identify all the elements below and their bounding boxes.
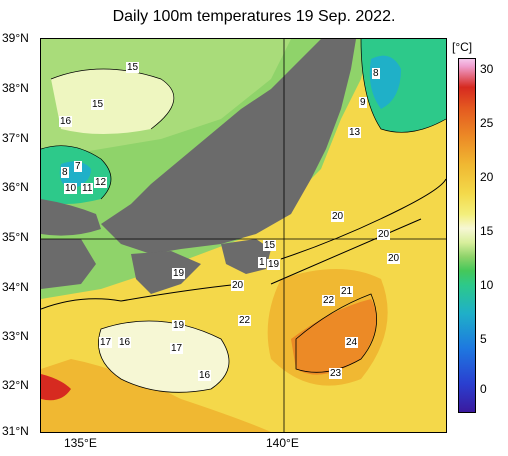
map-title: Daily 100m temperatures 19 Sep. 2022. bbox=[112, 8, 396, 25]
colorbar-tick: 25 bbox=[480, 116, 494, 130]
contour-label: 9 bbox=[359, 97, 367, 108]
contour-label: 17 bbox=[170, 343, 184, 354]
contour-label: 19 bbox=[267, 259, 281, 270]
contour-label: 1 bbox=[258, 257, 266, 268]
contour-label: 24 bbox=[345, 337, 359, 348]
contour-label: 16 bbox=[118, 337, 132, 348]
lat-tick: 34°N bbox=[2, 280, 29, 294]
contour-label: 8 bbox=[372, 68, 380, 79]
contour-label: 23 bbox=[329, 368, 343, 379]
contour-label: 12 bbox=[94, 177, 108, 188]
contour-label: 11 bbox=[81, 183, 94, 194]
lat-tick: 39°N bbox=[2, 31, 29, 45]
contour-label: 20 bbox=[331, 211, 345, 222]
lat-tick: 32°N bbox=[2, 378, 29, 392]
contour-label: 20 bbox=[377, 229, 391, 240]
colorbar bbox=[458, 58, 476, 413]
contour-label: 19 bbox=[172, 320, 186, 331]
contour-label: 7 bbox=[74, 161, 82, 172]
colorbar-tick: 15 bbox=[480, 224, 494, 238]
colorbar-tick: 5 bbox=[480, 332, 487, 346]
contour-label: 20 bbox=[231, 280, 245, 291]
contour-label: 15 bbox=[126, 62, 140, 73]
temperature-map: 15 15 16 8 7 10 11 12 8 9 13 20 20 20 15… bbox=[40, 38, 447, 433]
contour-label: 8 bbox=[61, 167, 69, 178]
lat-tick: 31°N bbox=[2, 424, 29, 438]
contour-label: 15 bbox=[91, 99, 105, 110]
lon-tick: 135°E bbox=[64, 436, 97, 450]
colorbar-unit: [°C] bbox=[452, 40, 473, 54]
contour-label: 21 bbox=[340, 286, 354, 297]
contour-label: 17 bbox=[99, 337, 113, 348]
contour-label: 22 bbox=[238, 315, 252, 326]
contour-label: 13 bbox=[348, 127, 362, 138]
contour-label: 15 bbox=[263, 240, 277, 251]
lon-tick: 140°E bbox=[266, 436, 299, 450]
lat-tick: 33°N bbox=[2, 329, 29, 343]
colorbar-tick: 30 bbox=[480, 62, 494, 76]
contour-label: 19 bbox=[172, 268, 186, 279]
contour-label: 22 bbox=[322, 295, 336, 306]
contour-label: 16 bbox=[198, 370, 212, 381]
lat-tick: 37°N bbox=[2, 131, 29, 145]
map-graphic bbox=[41, 39, 446, 432]
colorbar-tick: 0 bbox=[480, 382, 487, 396]
colorbar-tick: 20 bbox=[480, 170, 494, 184]
lat-tick: 36°N bbox=[2, 180, 29, 194]
lat-tick: 35°N bbox=[2, 230, 29, 244]
contour-label: 16 bbox=[59, 116, 73, 127]
colorbar-tick: 10 bbox=[480, 278, 494, 292]
contour-label: 10 bbox=[64, 183, 78, 194]
contour-label: 20 bbox=[387, 253, 401, 264]
lat-tick: 38°N bbox=[2, 81, 29, 95]
